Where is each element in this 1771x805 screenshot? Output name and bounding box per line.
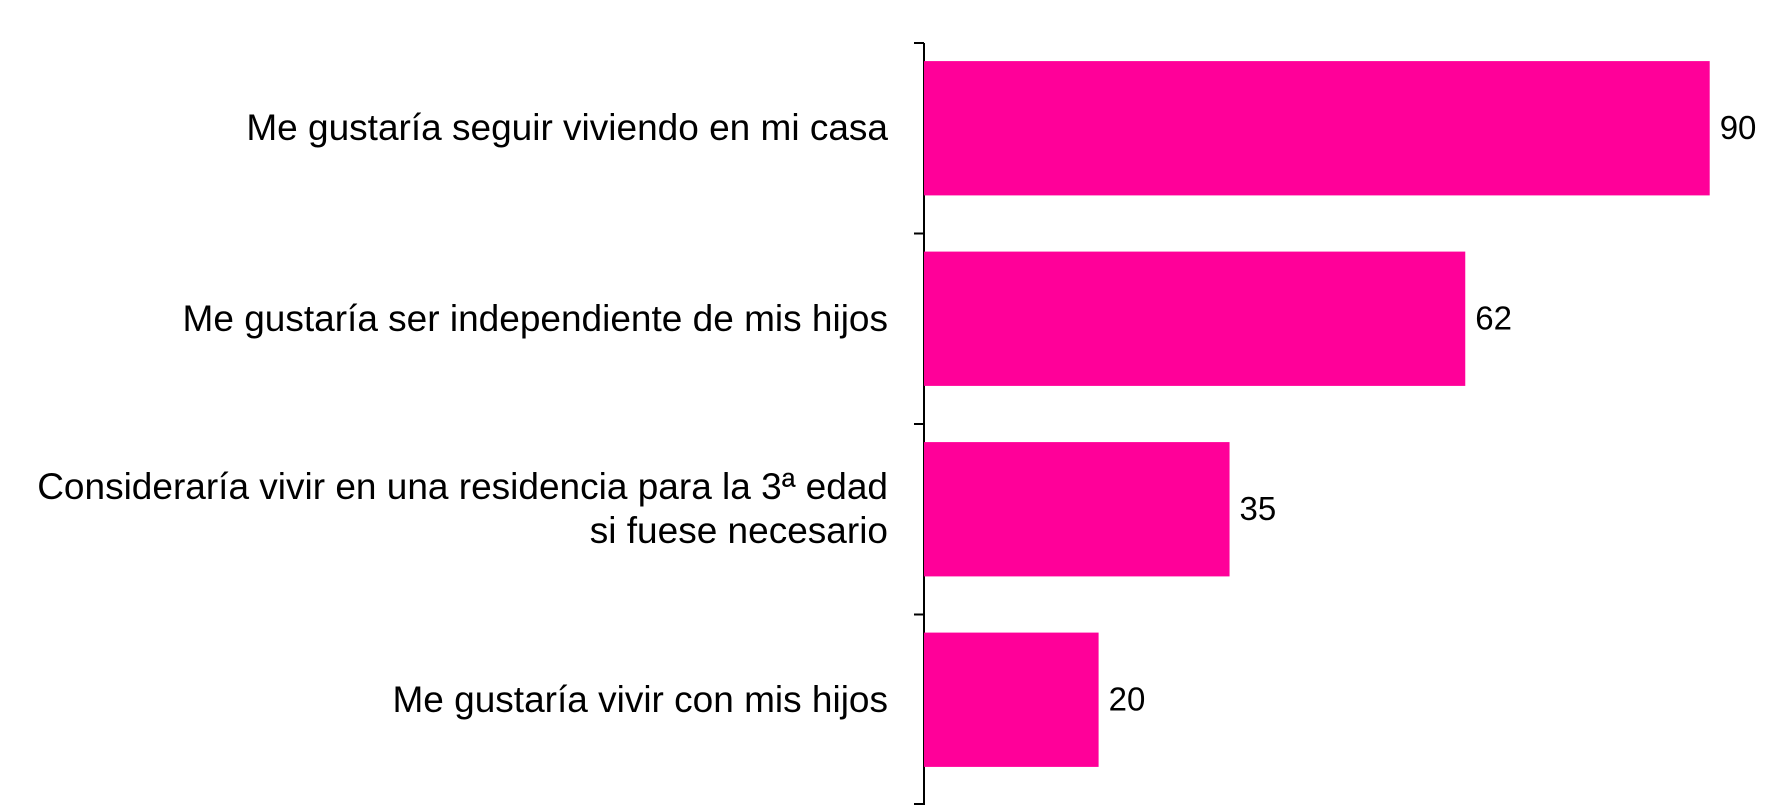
value-label: 62 [1475,299,1512,336]
bar [924,442,1230,577]
value-label: 20 [1109,680,1146,717]
bar [924,61,1710,196]
bar [924,632,1099,767]
category-label: Me gustaría vivir con mis hijos [392,678,888,720]
value-label: 90 [1720,109,1757,146]
category-label: Me gustaría seguir viviendo en mi casa [246,107,888,149]
category-label: Me gustaría ser independiente de mis hij… [182,297,888,339]
value-label: 35 [1240,490,1277,527]
bar [924,251,1466,386]
category-label: Consideraría vivir en una residencia par… [37,466,888,552]
